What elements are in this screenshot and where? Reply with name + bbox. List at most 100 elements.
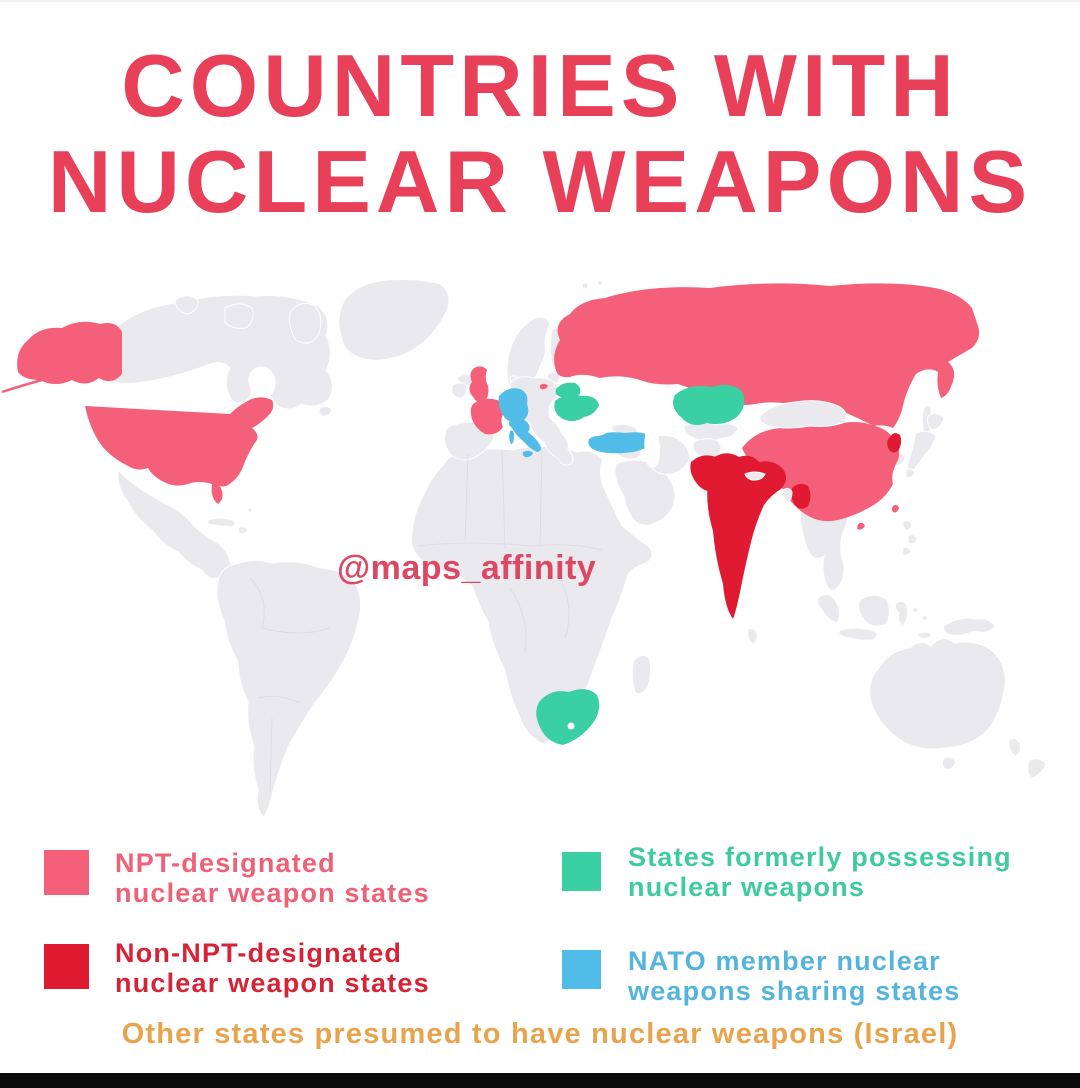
map-region-hokkaido bbox=[927, 412, 945, 431]
map-region-china bbox=[742, 422, 900, 522]
npt-regions bbox=[1, 283, 980, 530]
map-region-cuba bbox=[207, 517, 236, 528]
map-region-aleutians bbox=[1, 378, 43, 394]
map-region-nepal bbox=[744, 471, 766, 481]
map-region-philippines-3 bbox=[901, 547, 912, 556]
non-npt-swatch bbox=[44, 944, 89, 989]
former-label-line2: nuclear weapons bbox=[628, 872, 866, 902]
map-region-philippines-2 bbox=[907, 534, 918, 545]
npt-label: NPT-designated nuclear weapon states bbox=[115, 848, 430, 908]
map-region-svalbard bbox=[581, 282, 589, 290]
map-region-germany-benelux bbox=[498, 388, 529, 423]
map-region-sri-lanka bbox=[747, 628, 758, 645]
world-map bbox=[0, 278, 1080, 840]
map-region-newfoundland bbox=[318, 405, 333, 417]
map-region-france bbox=[470, 398, 506, 435]
map-region-hainan bbox=[857, 522, 865, 530]
map-region-kyushu bbox=[905, 468, 916, 478]
country-borders bbox=[249, 449, 603, 794]
nato-label-line1: NATO member nuclear bbox=[628, 946, 941, 976]
map-region-alaska bbox=[17, 321, 122, 384]
npt-swatch bbox=[44, 850, 89, 895]
page-title: COUNTRIES WITH NUCLEAR WEAPONS bbox=[0, 38, 1080, 230]
map-region-ireland bbox=[451, 382, 467, 399]
map-region-sulawesi bbox=[894, 600, 908, 627]
map-region-sicily bbox=[522, 450, 533, 458]
top-divider bbox=[0, 0, 1080, 2]
non-npt-label-line1: Non-NPT-designated bbox=[115, 938, 403, 968]
map-region-india bbox=[706, 453, 787, 619]
map-region-northeast-india bbox=[791, 483, 811, 509]
map-region-central-asia bbox=[683, 422, 739, 442]
map-region-belarus bbox=[555, 382, 581, 398]
nato-label: NATO member nuclear weapons sharing stat… bbox=[628, 946, 961, 1006]
seas bbox=[567, 423, 690, 730]
nato-label-line2: weapons sharing states bbox=[628, 976, 961, 1006]
map-region-moluccas-2 bbox=[922, 615, 928, 621]
legend-item-npt: NPT-designated nuclear weapon states bbox=[44, 848, 430, 908]
map-region-arctic-island-2 bbox=[224, 303, 254, 329]
map-region-sumatra bbox=[817, 594, 841, 624]
map-region-timor bbox=[917, 631, 933, 640]
map-region-new-zealand-south bbox=[1026, 758, 1047, 779]
map-region-tasmania bbox=[941, 756, 957, 770]
land-gray-overlays bbox=[744, 400, 847, 503]
former-label-line1: States formerly possessing bbox=[628, 842, 1012, 872]
map-region-ukraine bbox=[554, 394, 599, 422]
legend-item-non-npt: Non-NPT-designated nuclear weapon states bbox=[44, 938, 430, 998]
map-region-taiwan bbox=[892, 504, 899, 513]
land-gray bbox=[101, 279, 1047, 818]
former-swatch bbox=[562, 852, 601, 891]
map-region-borneo bbox=[858, 594, 890, 627]
persian-gulf bbox=[674, 472, 690, 491]
map-region-kazakhstan bbox=[673, 385, 745, 425]
map-region-united-kingdom bbox=[469, 366, 489, 403]
former-label: States formerly possessing nuclear weapo… bbox=[628, 842, 1012, 902]
legend-item-nato: NATO member nuclear weapons sharing stat… bbox=[562, 946, 961, 1006]
non-npt-label: Non-NPT-designated nuclear weapon states bbox=[115, 938, 430, 998]
footnote: Other states presumed to have nuclear we… bbox=[121, 1018, 959, 1050]
npt-label-line1: NPT-designated bbox=[115, 848, 336, 878]
lesotho bbox=[567, 722, 575, 730]
map-region-afghanistan bbox=[692, 438, 722, 459]
map-region-south-africa bbox=[536, 689, 600, 745]
title-line-1: COUNTRIES WITH bbox=[121, 36, 959, 135]
map-region-kaliningrad bbox=[539, 383, 548, 390]
map-region-franz-josef bbox=[597, 280, 603, 286]
nato-swatch bbox=[562, 950, 601, 989]
caspian-sea bbox=[644, 427, 660, 468]
black-sea bbox=[576, 423, 608, 437]
map-region-moluccas-1 bbox=[912, 607, 918, 613]
map-region-madagascar bbox=[631, 654, 652, 695]
map-region-bahamas bbox=[247, 507, 253, 513]
watermark: @maps_affinity bbox=[337, 549, 597, 587]
map-region-south-america bbox=[216, 560, 362, 818]
map-region-arctic-island-1 bbox=[289, 302, 322, 344]
map-region-new-zealand-north bbox=[1008, 738, 1021, 757]
non-npt-regions bbox=[690, 433, 902, 619]
map-region-greenland bbox=[338, 279, 450, 361]
map-region-honshu bbox=[907, 430, 937, 475]
map-region-hispaniola bbox=[237, 526, 249, 535]
map-region-bangladesh bbox=[782, 487, 793, 503]
map-region-russia bbox=[554, 283, 980, 428]
npt-label-line2: nuclear weapon states bbox=[115, 878, 430, 908]
map-region-north-korea bbox=[887, 433, 902, 453]
map-region-sardinia bbox=[509, 430, 514, 444]
map-region-italy bbox=[508, 418, 541, 452]
red-sea bbox=[603, 468, 631, 518]
map-region-java bbox=[838, 627, 878, 641]
map-region-turkey bbox=[588, 432, 654, 454]
legend-item-former: States formerly possessing nuclear weapo… bbox=[562, 842, 1012, 902]
title-line-2: NUCLEAR WEAPONS bbox=[47, 132, 1033, 231]
nato-regions bbox=[498, 388, 654, 458]
non-npt-label-line2: nuclear weapon states bbox=[115, 968, 430, 998]
former-regions bbox=[536, 382, 745, 745]
world-map-svg bbox=[1, 279, 1047, 818]
map-region-canada bbox=[101, 294, 333, 410]
map-region-arctic-island-3 bbox=[174, 295, 199, 315]
map-region-new-guinea bbox=[943, 617, 996, 636]
map-region-usa bbox=[85, 397, 274, 504]
map-region-australia bbox=[869, 638, 1006, 750]
map-region-philippines-1 bbox=[901, 520, 913, 531]
